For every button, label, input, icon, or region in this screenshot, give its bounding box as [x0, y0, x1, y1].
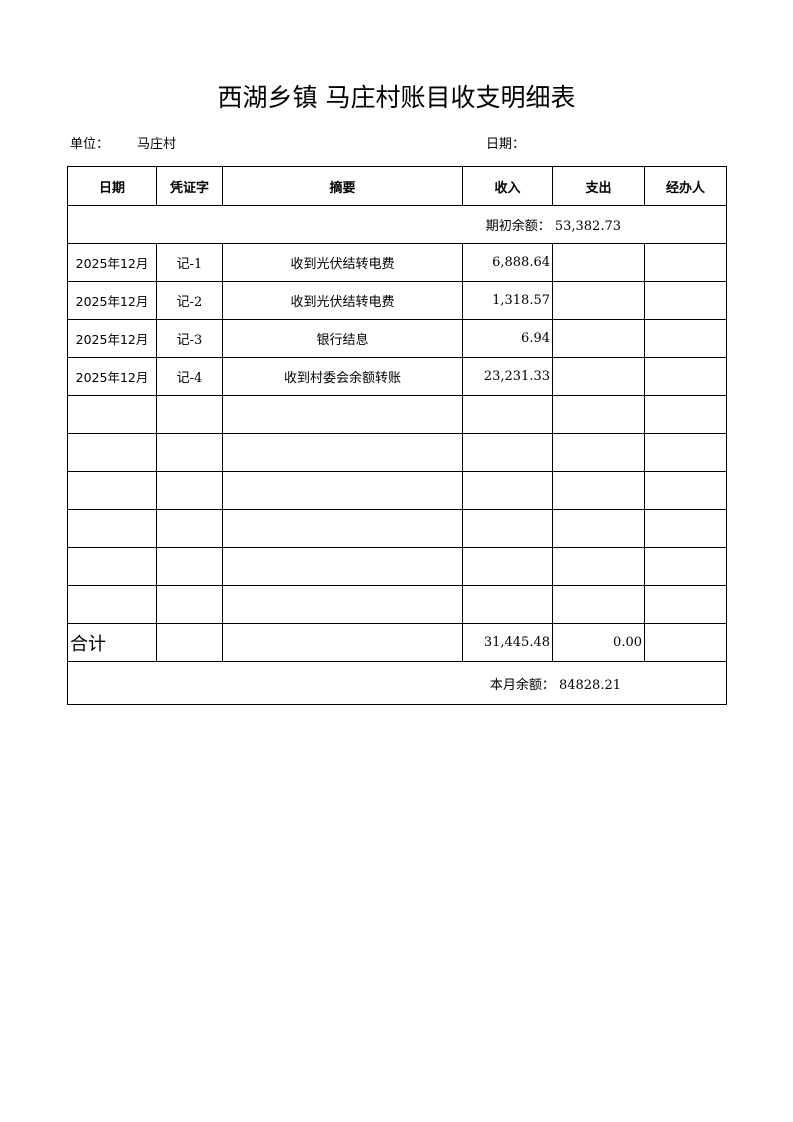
cell-handler — [644, 319, 727, 358]
cell-expense — [552, 281, 645, 320]
total-income: 31,445.48 — [462, 623, 553, 662]
cell-handler — [644, 395, 727, 434]
cell-income — [462, 433, 553, 472]
closing-balance: 本月余额： 84828.21 — [67, 661, 727, 705]
cell-voucher — [156, 471, 223, 510]
cell-date — [67, 547, 157, 586]
cell-date — [67, 585, 157, 624]
cell-voucher: 记-2 — [156, 281, 223, 320]
cell-handler — [644, 243, 727, 282]
table-row — [67, 395, 727, 434]
cell-summary — [222, 509, 463, 548]
total-expense: 0.00 — [552, 623, 645, 662]
col-voucher: 凭证字 — [156, 166, 223, 206]
cell-voucher — [156, 395, 223, 434]
cell-empty — [644, 623, 727, 662]
cell-income: 1,318.57 — [462, 281, 553, 320]
cell-summary: 收到光伏结转电费 — [222, 243, 463, 282]
cell-summary — [222, 585, 463, 624]
opening-balance-row: 期初余额： 53,382.73 — [67, 205, 727, 244]
ledger-table: 日期 凭证字 摘要 收入 支出 经办人 期初余额： 53,382.73 2025… — [67, 166, 727, 705]
closing-balance-row: 本月余额： 84828.21 — [67, 661, 727, 705]
header-row: 日期 凭证字 摘要 收入 支出 经办人 — [67, 166, 727, 206]
cell-expense — [552, 509, 645, 548]
date-label: 日期： — [486, 137, 526, 152]
cell-handler — [644, 585, 727, 624]
cell-income — [462, 471, 553, 510]
cell-handler — [644, 547, 727, 586]
cell-summary — [222, 547, 463, 586]
cell-voucher — [156, 433, 223, 472]
cell-date: 2025年12月 — [67, 357, 157, 396]
table-row — [67, 509, 727, 548]
cell-empty — [156, 623, 223, 662]
table-row: 2025年12月 记-2 收到光伏结转电费 1,318.57 — [67, 281, 727, 320]
table-row: 2025年12月 记-3 银行结息 6.94 — [67, 319, 727, 358]
col-date: 日期 — [67, 166, 157, 206]
table-row: 2025年12月 记-1 收到光伏结转电费 6,888.64 — [67, 243, 727, 282]
col-summary: 摘要 — [222, 166, 463, 206]
cell-handler — [644, 471, 727, 510]
cell-date: 2025年12月 — [67, 243, 157, 282]
table-row — [67, 585, 727, 624]
cell-voucher — [156, 509, 223, 548]
cell-empty — [222, 623, 463, 662]
unit-label: 单位： — [70, 137, 110, 152]
cell-handler — [644, 357, 727, 396]
table-row — [67, 433, 727, 472]
cell-summary: 银行结息 — [222, 319, 463, 358]
cell-expense — [552, 547, 645, 586]
table-row — [67, 547, 727, 586]
total-row: 合计 31,445.48 0.00 — [67, 623, 727, 662]
cell-expense — [552, 357, 645, 396]
cell-voucher — [156, 547, 223, 586]
page-title: 西湖乡镇 马庄村账目收支明细表 — [217, 83, 576, 112]
cell-income: 23,231.33 — [462, 357, 553, 396]
cell-date — [67, 509, 157, 548]
cell-summary — [222, 433, 463, 472]
cell-income — [462, 547, 553, 586]
table-row — [67, 471, 727, 510]
cell-expense — [552, 585, 645, 624]
cell-voucher: 记-1 — [156, 243, 223, 282]
cell-voucher: 记-4 — [156, 357, 223, 396]
cell-income — [462, 395, 553, 434]
cell-expense — [552, 471, 645, 510]
col-handler: 经办人 — [644, 166, 727, 206]
total-label: 合计 — [67, 623, 157, 662]
cell-date — [67, 471, 157, 510]
cell-handler — [644, 509, 727, 548]
cell-expense — [552, 243, 645, 282]
cell-summary — [222, 395, 463, 434]
cell-voucher: 记-3 — [156, 319, 223, 358]
cell-income — [462, 585, 553, 624]
cell-income: 6.94 — [462, 319, 553, 358]
cell-voucher — [156, 585, 223, 624]
cell-date: 2025年12月 — [67, 281, 157, 320]
cell-expense — [552, 319, 645, 358]
cell-expense — [552, 395, 645, 434]
cell-income: 6,888.64 — [462, 243, 553, 282]
cell-summary: 收到光伏结转电费 — [222, 281, 463, 320]
cell-handler — [644, 281, 727, 320]
table-row: 2025年12月 记-4 收到村委会余额转账 23,231.33 — [67, 357, 727, 396]
cell-summary — [222, 471, 463, 510]
cell-income — [462, 509, 553, 548]
cell-summary: 收到村委会余额转账 — [222, 357, 463, 396]
opening-balance: 期初余额： 53,382.73 — [67, 205, 727, 244]
cell-date — [67, 433, 157, 472]
unit-value: 马庄村 — [137, 137, 177, 152]
cell-date — [67, 395, 157, 434]
cell-expense — [552, 433, 645, 472]
cell-date: 2025年12月 — [67, 319, 157, 358]
col-expense: 支出 — [552, 166, 645, 206]
col-income: 收入 — [462, 166, 553, 206]
cell-handler — [644, 433, 727, 472]
